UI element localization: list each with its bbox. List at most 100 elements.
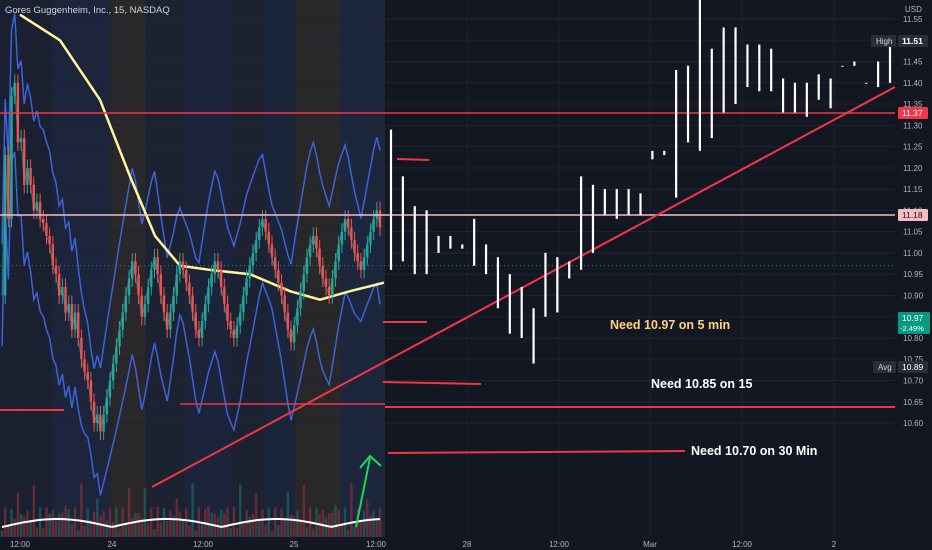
volume-bar: [312, 528, 315, 537]
history-candle-body: [331, 278, 334, 296]
history-candle-body: [13, 82, 16, 96]
xtick-label: 24: [108, 540, 117, 549]
history-candle-body: [102, 414, 105, 432]
badge-current: 10.97 -2.49%: [898, 312, 930, 334]
volume-bar: [64, 505, 67, 537]
volume-bar: [35, 527, 39, 537]
volume-bar: [102, 510, 105, 537]
volume-bar: [70, 523, 74, 537]
trendline[interactable]: [151, 86, 896, 488]
history-candle-body: [165, 312, 169, 330]
volume-bar: [57, 513, 61, 537]
history-candle-body: [181, 261, 185, 270]
history-candle-body: [140, 295, 143, 317]
volume-bar: [172, 515, 175, 537]
time-axis[interactable]: 12:00 24 12:00 25 12:00 28 12:00 Mar 12:00 2: [0, 537, 932, 550]
volume-bar: [16, 492, 20, 537]
volume-bar: [111, 521, 115, 537]
history-candle-body: [200, 320, 204, 338]
history-candle-body: [92, 401, 96, 424]
volume-bar: [165, 520, 169, 537]
level-10-72[interactable]: [387, 450, 686, 454]
price-axis[interactable]: USD 11.5511.5011.4511.4011.3511.3011.251…: [896, 0, 932, 537]
xtick-label: 12:00: [549, 540, 570, 549]
history-candle-body: [159, 274, 163, 296]
volume-bar: [273, 507, 277, 537]
history-candle-body: [267, 231, 271, 245]
volume-bar: [378, 508, 382, 537]
volume-bar: [299, 521, 302, 537]
volume-bar: [45, 507, 48, 537]
history-candle-body: [299, 291, 302, 309]
history-candle-body: [146, 286, 150, 304]
history-candle-body: [216, 261, 220, 270]
ytick-label: 10.90: [903, 291, 924, 300]
history-candle-body: [118, 329, 121, 347]
volume-bar: [73, 507, 77, 537]
projected-bars: [389, 0, 892, 364]
volume-bar: [289, 514, 293, 537]
volume-bar: [169, 510, 172, 537]
volume-average: [1, 518, 381, 528]
volume-bar: [293, 515, 296, 537]
svg-text:11.18: 11.18: [902, 210, 923, 220]
history-candle-body: [232, 329, 236, 338]
history-candle-body: [219, 269, 223, 287]
badge-11-37: 11.37: [898, 107, 928, 119]
volume-bar: [359, 520, 363, 537]
xtick-label: Mar: [643, 540, 657, 549]
history-candle-body: [261, 218, 264, 228]
history-candle-body: [86, 371, 89, 381]
history-candle-body: [51, 244, 55, 266]
history-candle-body: [150, 269, 153, 287]
history-candle-body: [283, 295, 286, 313]
history-candle-body: [296, 308, 299, 326]
volume-bar: [232, 507, 236, 537]
volume-bar: [277, 525, 280, 537]
volume-bar: [143, 488, 147, 537]
volume-bar: [188, 525, 191, 537]
history-candle-body: [61, 286, 64, 296]
short-line-11-29[interactable]: [396, 158, 430, 161]
upper-band: [1, 13, 381, 369]
volume-bar: [7, 524, 10, 537]
xtick-label: 12:00: [366, 540, 387, 549]
history-candle-body: [169, 312, 172, 330]
history-candle-body: [80, 337, 83, 360]
history-candle-body: [42, 218, 45, 224]
history-candle-body: [242, 295, 245, 313]
badge-11-18: 11.18: [898, 209, 928, 221]
volume-bar: [372, 511, 375, 537]
history-candle-body: [134, 261, 137, 275]
volume-bar: [3, 507, 7, 537]
history-candle-body: [77, 312, 80, 338]
history-candle-body: [350, 227, 353, 241]
history-candle-body: [302, 274, 305, 292]
short-line-10-86[interactable]: [382, 381, 482, 385]
history-candle-body: [356, 252, 359, 262]
volume-bar: [159, 522, 163, 537]
volume-bar: [229, 528, 232, 537]
volume-bar: [321, 509, 325, 537]
history-candle-body: [245, 278, 248, 296]
volume-bar: [343, 507, 347, 537]
history-candle-body: [229, 320, 232, 330]
volume-bar: [261, 508, 264, 537]
volume-bar: [153, 529, 156, 537]
history-candle-body: [111, 363, 115, 381]
svg-text:11.51: 11.51: [902, 36, 923, 46]
volume-bar: [245, 510, 248, 537]
volume-bar: [0, 531, 4, 537]
history-candle-body: [239, 312, 242, 326]
history-candle-body: [64, 286, 67, 313]
history-candle-body: [210, 274, 213, 287]
history-candle-body: [124, 295, 128, 313]
history-candle-body: [191, 295, 194, 313]
volume-bar: [96, 498, 99, 537]
history-candle-body: [156, 257, 159, 275]
volume-bar: [219, 510, 223, 537]
history-candle-body: [3, 155, 7, 296]
volume-bar: [118, 529, 121, 537]
history-candle-body: [270, 244, 274, 258]
